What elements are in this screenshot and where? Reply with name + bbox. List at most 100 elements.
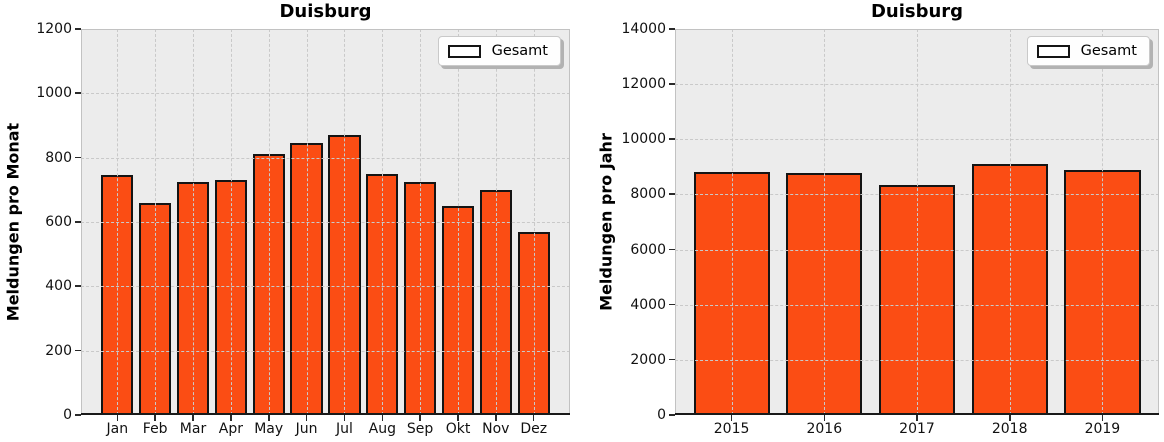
chart-title: Duisburg (279, 1, 372, 22)
y-tick-mark (669, 358, 675, 361)
y-tick-mark (669, 28, 675, 30)
y-tick-label: 1000 (36, 85, 72, 102)
legend-swatch (1036, 44, 1070, 58)
y-tick-mark (75, 221, 81, 223)
x-tick-mark (154, 415, 156, 421)
axis-spine-bottom (81, 413, 570, 415)
gridline-vertical (1102, 29, 1104, 415)
axis-spine-right (1158, 29, 1159, 415)
axis-spine-left (675, 29, 676, 415)
y-tick-mark (669, 303, 675, 306)
monthly-bar-chart: Duisburg Meldungen pro Monat Gesamt 0 200… (4, 1, 570, 437)
x-tick-mark (419, 415, 421, 421)
legend: Gesamt (1026, 36, 1150, 66)
x-tick-mark (381, 415, 383, 421)
y-tick-label: 0 (657, 407, 666, 423)
y-tick-label: 0 (63, 407, 72, 423)
y-tick-mark (75, 28, 81, 30)
bar-2016 (786, 172, 863, 415)
x-tick-label: Aug (368, 421, 396, 437)
x-tick-mark (457, 415, 459, 421)
y-tick-label: 400 (45, 278, 72, 295)
gridline-vertical (420, 29, 422, 415)
bar-apr (214, 180, 247, 415)
gridline-vertical (193, 29, 194, 415)
y-tick-label: 800 (45, 149, 72, 166)
y-tick-mark (75, 349, 81, 352)
x-tick-label: 2018 (991, 421, 1028, 437)
axis-spine-top (675, 29, 1159, 30)
y-tick-mark (669, 414, 675, 416)
gridline-vertical (458, 29, 459, 415)
y-tick-label: 4000 (630, 296, 666, 313)
x-tick-mark (192, 415, 194, 421)
legend-label: Gesamt (491, 43, 548, 59)
y-tick-mark (669, 83, 675, 85)
x-tick-label: Dez (520, 421, 548, 437)
y-tick-mark (75, 92, 81, 94)
y-tick-label: 2000 (630, 351, 666, 368)
x-tick-label: Jun (295, 421, 318, 437)
x-tick-label: May (254, 421, 284, 437)
plot-area: Gesamt (81, 29, 570, 415)
bar-jun (290, 143, 323, 415)
y-tick-mark (75, 285, 81, 287)
axis-spine-right (569, 29, 570, 415)
axis-spine-bottom (675, 413, 1159, 415)
y-tick-mark (669, 138, 675, 140)
x-tick-mark (823, 415, 825, 421)
yearly-bar-chart: Duisburg Meldungen pro Jahr Gesamt 0 2000… (582, 0, 1164, 442)
y-tick-mark (75, 414, 81, 416)
x-tick-mark (268, 415, 270, 421)
gridline-horizontal (81, 222, 570, 223)
x-tick-mark (116, 415, 119, 421)
gridline-vertical (731, 29, 733, 415)
x-tick-label: Okt (445, 421, 471, 437)
gridline-vertical (230, 29, 232, 415)
y-tick-label: 200 (45, 342, 72, 359)
y-tick-mark (669, 193, 675, 195)
y-tick-label: 8000 (630, 186, 666, 203)
x-tick-label: 2016 (806, 421, 843, 437)
chart-title: Duisburg (870, 1, 964, 22)
gridline-vertical (344, 29, 346, 415)
gridline-horizontal (81, 286, 570, 288)
x-tick-mark (305, 415, 308, 421)
gridline-vertical (533, 29, 535, 415)
bar-dez (517, 231, 550, 415)
plot-area: Gesamt (675, 29, 1159, 415)
x-tick-mark (495, 415, 497, 421)
x-tick-label: Jan (106, 421, 129, 437)
x-tick-label: Jul (335, 421, 353, 437)
gridline-horizontal (81, 157, 570, 159)
gridline-vertical (824, 29, 826, 415)
y-tick-label: 6000 (630, 241, 666, 258)
y-tick-label: 600 (45, 214, 72, 230)
x-tick-label: Mar (179, 421, 207, 437)
y-axis-label: Meldungen pro Jahr (596, 133, 616, 311)
gridline-horizontal (81, 350, 570, 352)
x-tick-mark (343, 415, 346, 421)
y-tick-label: 14000 (621, 21, 666, 37)
x-tick-mark (730, 415, 733, 421)
y-tick-label: 10000 (621, 131, 666, 148)
y-tick-label: 12000 (621, 76, 666, 93)
x-tick-label: Sep (406, 421, 434, 437)
gridline-vertical (306, 29, 308, 415)
gridline-vertical (917, 29, 918, 415)
x-tick-mark (1009, 415, 1011, 421)
axis-spine-left (81, 29, 82, 415)
x-tick-mark (1101, 415, 1104, 421)
x-tick-label: Apr (218, 421, 243, 437)
bar-aug (366, 173, 399, 415)
x-tick-mark (532, 415, 535, 421)
gridline-vertical (268, 29, 270, 415)
x-tick-label: 2015 (713, 421, 750, 437)
x-tick-label: 2019 (1084, 421, 1121, 437)
x-tick-mark (230, 415, 232, 421)
y-tick-mark (669, 248, 675, 251)
y-tick-mark (75, 156, 81, 159)
gridline-vertical (495, 29, 497, 415)
y-tick-label: 1200 (36, 21, 72, 37)
